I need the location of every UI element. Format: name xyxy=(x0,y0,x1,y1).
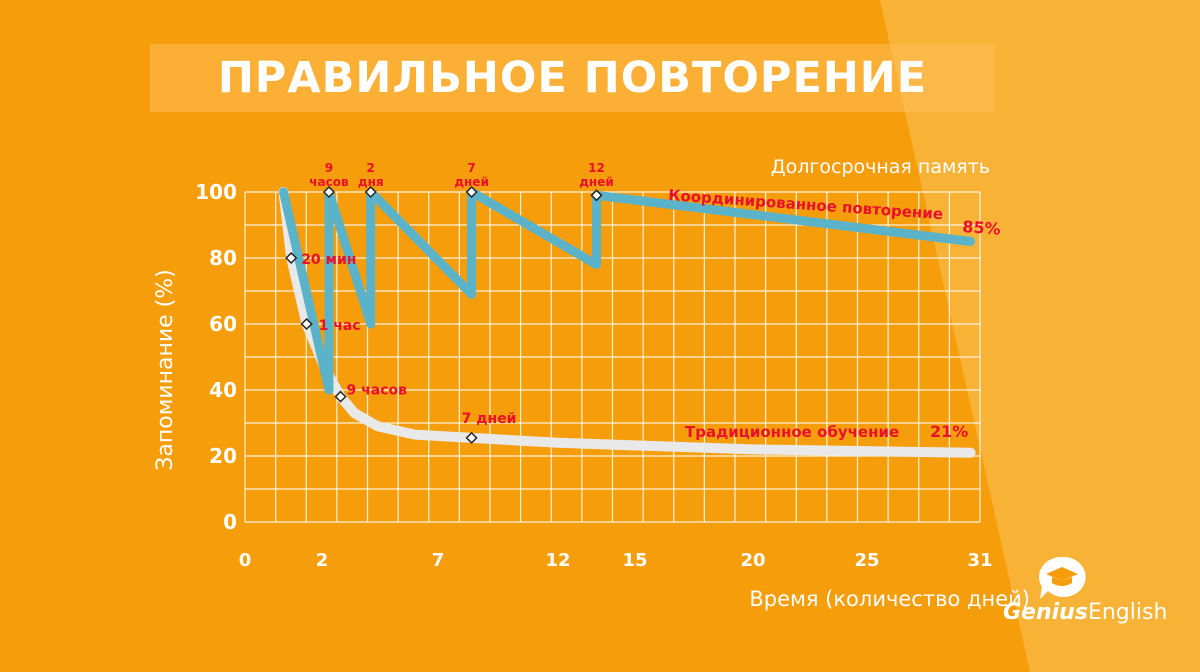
coordinated-end-value: 85% xyxy=(962,217,1002,239)
x-tick-label: 15 xyxy=(622,550,647,571)
y-tick-label: 100 xyxy=(195,180,237,204)
x-tick-label: 25 xyxy=(854,550,879,571)
forgetting-point-marker xyxy=(300,317,313,331)
brand-regular: English xyxy=(1087,600,1168,625)
review-point-unit: дней xyxy=(579,175,614,189)
y-tick-label: 60 xyxy=(209,312,237,336)
title-band xyxy=(150,44,995,112)
review-point-marker xyxy=(322,185,336,199)
x-tick-label: 2 xyxy=(316,550,329,571)
traditional-series-label: Традиционное обучение xyxy=(685,423,899,441)
review-point-number: 2 xyxy=(367,161,375,175)
y-tick-label: 80 xyxy=(209,246,237,270)
review-point-number: 7 xyxy=(467,161,475,175)
brand-bold: Genius xyxy=(1003,600,1088,625)
forgetting-point-label: 9 часов xyxy=(347,383,408,399)
brand-logo xyxy=(1039,556,1086,599)
graduation-cap-icon xyxy=(1039,556,1086,599)
x-axis-label: Время (количество дней) xyxy=(749,587,1030,611)
forgetting-point-label: 20 мин xyxy=(301,252,356,268)
long-term-memory-label: Долгосрочная память xyxy=(771,156,990,178)
y-axis-label: Запоминание (%) xyxy=(153,269,178,470)
page-title: ПРАВИЛЬНОЕ ПОВТОРЕНИЕ xyxy=(217,53,928,103)
review-point-unit: дней xyxy=(454,175,489,189)
forgetting-point-label: 7 дней xyxy=(462,411,517,427)
forgetting-point-marker xyxy=(334,390,347,403)
review-point-number: 9 xyxy=(325,161,333,175)
y-tick-label: 20 xyxy=(209,444,237,468)
y-tick-label: 40 xyxy=(209,378,237,402)
review-point-marker xyxy=(590,189,603,202)
y-tick-label: 0 xyxy=(223,510,237,534)
review-point-marker xyxy=(465,185,478,199)
review-point-marker xyxy=(364,185,377,199)
brand-wordmark: GeniusEnglish xyxy=(1003,600,1167,625)
forgetting-point-label: 1 час xyxy=(319,318,361,334)
review-point-unit: часов xyxy=(309,175,349,189)
x-tick-label: 12 xyxy=(545,550,570,571)
forgetting-point-marker xyxy=(285,251,298,265)
x-tick-label: 0 xyxy=(239,550,252,571)
traditional-end-value: 21% xyxy=(930,422,968,441)
coordinated-repetition-line xyxy=(279,187,976,395)
x-tick-label: 20 xyxy=(740,550,765,571)
review-point-number: 12 xyxy=(588,161,605,175)
review-point-unit: дня xyxy=(358,175,384,189)
forgetting-point-marker xyxy=(465,431,478,444)
x-tick-label: 31 xyxy=(967,550,992,571)
traditional-learning-line xyxy=(278,187,976,458)
x-tick-label: 7 xyxy=(432,550,445,571)
